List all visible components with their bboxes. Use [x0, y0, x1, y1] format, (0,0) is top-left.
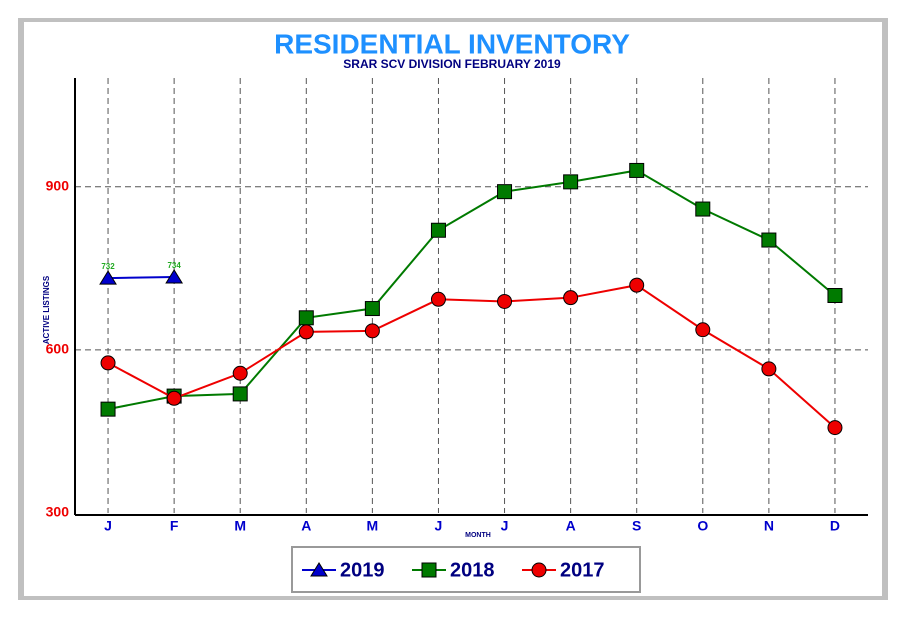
y-tick-label: 900: [46, 177, 70, 193]
series-line: [107, 284, 836, 429]
y-axis-label: ACTIVE LISTINGS: [42, 275, 51, 344]
x-tick-label: F: [170, 518, 179, 534]
legend-label: 2019: [340, 559, 385, 581]
marker: [761, 361, 777, 377]
panel: [24, 22, 882, 596]
marker: [531, 562, 547, 578]
x-tick-label: D: [830, 518, 840, 534]
marker: [695, 201, 711, 217]
marker: [166, 390, 182, 406]
marker: [298, 324, 314, 340]
marker: [629, 277, 645, 293]
chart-subtitle: SRAR SCV DIVISION FEBRUARY 2019: [343, 57, 561, 71]
marker: [695, 322, 711, 338]
x-tick-label: A: [566, 518, 576, 534]
marker: [99, 270, 117, 285]
marker: [761, 232, 777, 248]
legend-label: 2018: [450, 559, 495, 581]
marker: [827, 420, 843, 436]
data-label: 732: [101, 262, 115, 271]
marker: [364, 323, 380, 339]
series-line: [108, 276, 175, 280]
x-tick-label: S: [632, 518, 641, 534]
legend-label: 2017: [560, 559, 605, 581]
x-tick-label: J: [435, 518, 443, 534]
x-tick-label: M: [367, 518, 379, 534]
data-label: 734: [167, 261, 181, 270]
marker: [421, 562, 437, 578]
x-tick-label: M: [234, 518, 246, 534]
y-tick-label: 600: [46, 341, 70, 357]
marker: [563, 174, 579, 190]
marker: [497, 293, 513, 309]
x-tick-label: O: [697, 518, 708, 534]
x-tick-label: A: [301, 518, 311, 534]
marker: [298, 310, 314, 326]
marker: [100, 401, 116, 417]
marker: [430, 222, 446, 238]
x-tick-label: J: [104, 518, 112, 534]
marker: [100, 355, 116, 371]
marker: [364, 301, 380, 317]
series-line: [107, 169, 836, 411]
x-axis-label: MONTH: [465, 532, 491, 539]
marker: [629, 162, 645, 178]
marker: [563, 290, 579, 306]
marker: [827, 288, 843, 303]
chart-title: RESIDENTIAL INVENTORY: [274, 28, 630, 59]
marker: [497, 184, 513, 200]
x-tick-label: N: [764, 518, 774, 534]
y-tick-label: 300: [46, 504, 70, 520]
marker: [165, 269, 184, 284]
x-tick-label: J: [501, 518, 509, 534]
marker: [310, 562, 328, 577]
marker: [232, 365, 248, 381]
marker: [430, 291, 446, 307]
marker: [232, 386, 248, 402]
legend: [291, 546, 641, 593]
